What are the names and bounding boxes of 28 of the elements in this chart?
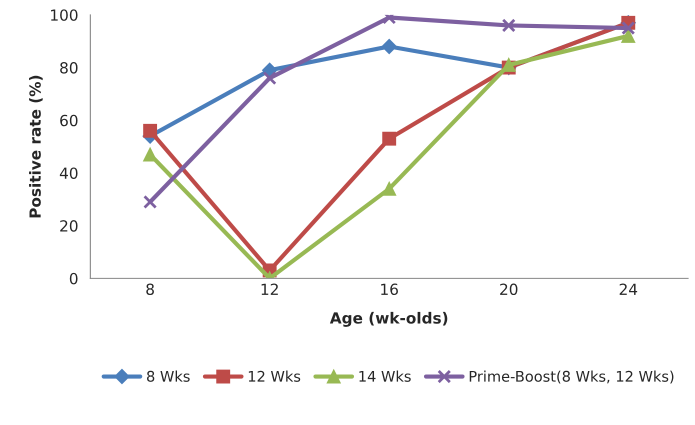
point bbox=[502, 58, 516, 72]
point bbox=[262, 71, 277, 86]
point bbox=[382, 132, 396, 146]
x-tick-label: 20 bbox=[500, 284, 518, 296]
y-tick-label: 0 bbox=[70, 272, 78, 284]
y-tick-label: 40 bbox=[60, 167, 78, 179]
point bbox=[382, 38, 397, 54]
point bbox=[143, 195, 158, 209]
legend-label: Prime-Boost(8 Wks, 12 Wks) bbox=[470, 370, 674, 384]
y-tick-label: 20 bbox=[60, 220, 78, 232]
point bbox=[621, 21, 636, 35]
y-tick-label: 60 bbox=[60, 114, 78, 126]
legend-label: 8 Wks bbox=[147, 370, 190, 382]
point bbox=[382, 182, 396, 196]
point bbox=[621, 29, 636, 43]
x-tick-label: 16 bbox=[381, 284, 398, 296]
x-tick-label: 12 bbox=[262, 284, 278, 295]
point bbox=[143, 124, 158, 138]
point bbox=[502, 18, 516, 32]
point bbox=[143, 148, 158, 162]
x-axis-title: Age (wk-olds) bbox=[330, 312, 448, 327]
legend-label: 14 Wks bbox=[359, 370, 411, 382]
legend-label: 12 Wks bbox=[248, 370, 300, 382]
y-tick-label: 80 bbox=[60, 62, 78, 74]
y-axis-title: Positive rate (%) bbox=[29, 76, 43, 218]
x-tick-label: 8 bbox=[146, 284, 154, 296]
y-tick-label: 100 bbox=[51, 9, 78, 21]
x-tick-label: 24 bbox=[620, 284, 638, 295]
